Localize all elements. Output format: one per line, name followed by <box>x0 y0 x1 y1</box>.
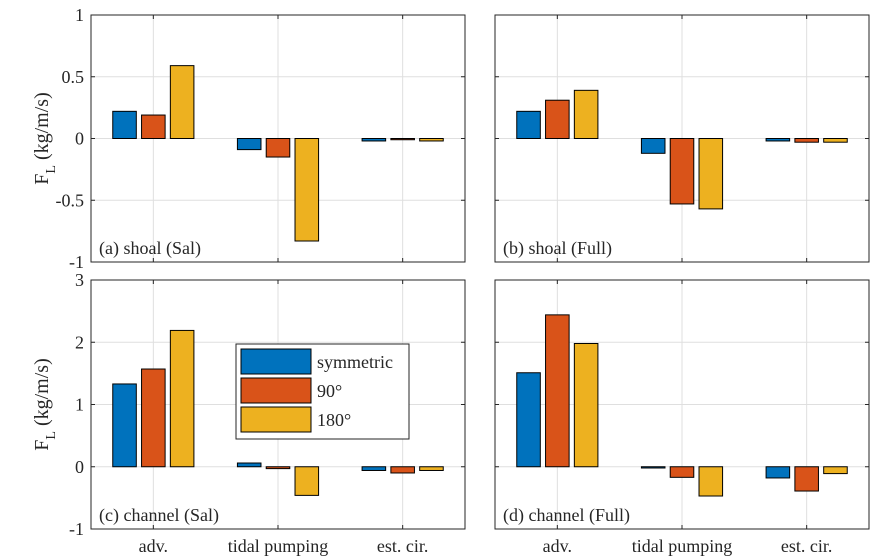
bar <box>573 89 599 139</box>
legend: symmetric 90° 180° <box>235 343 410 440</box>
y-axis-label: FL (kg/m/s) <box>31 92 59 184</box>
y-axis-label-symbol: F <box>31 440 53 451</box>
y-tick-label: 1 <box>75 395 84 415</box>
x-tick-label: est. cir. <box>377 536 429 556</box>
legend-entry: symmetric <box>317 352 393 372</box>
bar <box>141 114 166 140</box>
bar <box>516 372 541 468</box>
bar <box>640 138 666 154</box>
bar <box>765 466 791 479</box>
bar <box>823 466 848 475</box>
panel-label: (b) shoal (Full) <box>503 238 612 259</box>
bar <box>361 466 387 471</box>
y-tick-label: 0 <box>75 129 84 149</box>
y-axis-label-unit: (kg/m/s) <box>31 358 53 426</box>
y-axis-label-unit: (kg/m/s) <box>31 92 53 160</box>
x-tick-label: adv. <box>139 536 168 556</box>
bar <box>112 383 137 468</box>
bar <box>390 466 415 474</box>
bar <box>669 466 695 478</box>
bar <box>669 138 695 205</box>
y-tick-label: -0.5 <box>56 190 85 210</box>
bar <box>265 138 291 158</box>
bar <box>390 138 415 141</box>
bar <box>640 466 666 469</box>
x-tick-label: adv. <box>543 536 572 556</box>
panel-label: (c) channel (Sal) <box>99 505 219 526</box>
y-axis-label: FL (kg/m/s) <box>31 358 59 450</box>
panel-label: (a) shoal (Sal) <box>99 238 201 259</box>
legend-swatch <box>240 406 312 433</box>
bar <box>823 138 848 143</box>
bar <box>169 65 195 139</box>
bar <box>765 138 791 142</box>
bar <box>112 110 137 140</box>
y-tick-label: 2 <box>75 332 84 352</box>
panel-c: -1 0 1 2 3 adv. tidal pumping est. cir. FL (kg/m/… <box>31 270 466 556</box>
y-tick-label: 3 <box>75 270 84 290</box>
y-tick-label: 0.5 <box>62 67 85 87</box>
panel-label: (d) channel (Full) <box>503 505 630 526</box>
bar <box>294 466 320 496</box>
y-axis-label-subscript: L <box>44 431 59 440</box>
x-tick-label: tidal pumping <box>228 536 329 556</box>
panel-a: -1 -0.5 0 0.5 1 FL (kg/m/s) (a) shoal (Sal) <box>31 5 466 272</box>
x-tick-label: tidal pumping <box>632 536 733 556</box>
bar <box>361 138 387 142</box>
panel-b: (b) shoal (Full) <box>494 14 870 263</box>
bar <box>698 138 724 210</box>
bar <box>169 329 195 468</box>
panel-d: adv. tidal pumping est. cir. (d) channel (F… <box>494 279 870 556</box>
bar <box>236 138 262 151</box>
bar <box>265 466 291 470</box>
y-tick-label: -1 <box>69 252 84 272</box>
bar <box>573 342 599 468</box>
bar <box>698 466 724 497</box>
legend-entry: 180° <box>317 410 351 430</box>
legend-swatch <box>240 377 312 404</box>
x-tick-label: est. cir. <box>781 536 833 556</box>
legend-swatch <box>240 348 312 375</box>
bar <box>236 462 262 468</box>
bar <box>516 110 541 140</box>
legend-entry: 90° <box>317 381 342 401</box>
bar <box>545 99 570 139</box>
bar <box>545 314 570 468</box>
bar <box>294 138 320 242</box>
bar <box>419 466 444 471</box>
bar <box>141 368 166 468</box>
bar <box>794 138 819 143</box>
bar <box>419 138 444 142</box>
y-tick-label: 0 <box>75 457 84 477</box>
y-tick-label: 1 <box>75 5 84 25</box>
y-axis-label-symbol: F <box>31 174 53 185</box>
y-axis-label-subscript: L <box>44 165 59 174</box>
y-tick-label: -1 <box>69 519 84 539</box>
bar <box>794 466 819 492</box>
